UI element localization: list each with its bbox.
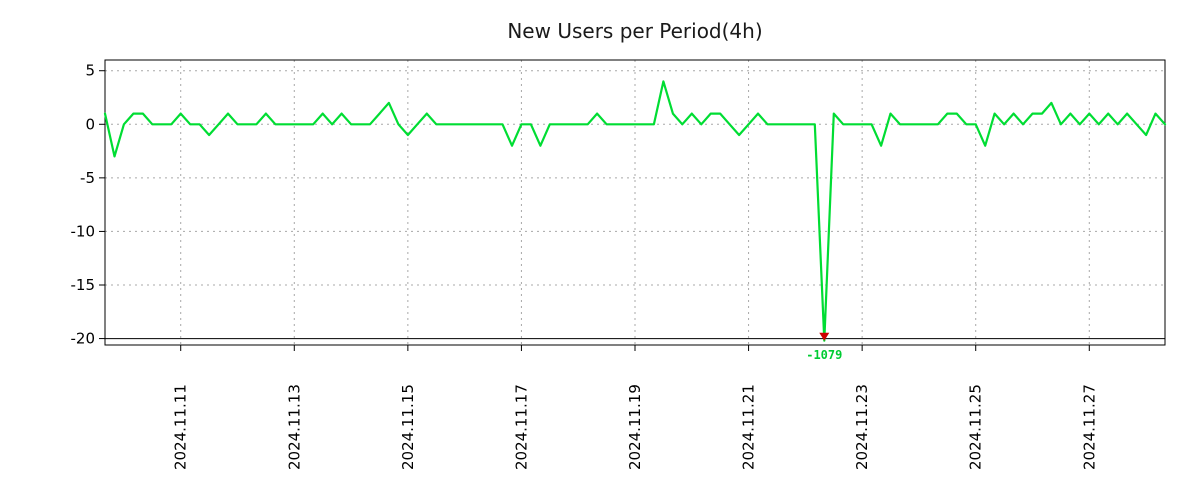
x-tick-label: 2024.11.23 (853, 384, 871, 470)
min-marker-icon (819, 332, 830, 341)
x-tick-label: 2024.11.13 (285, 384, 303, 470)
x-tick-label: 2024.11.19 (626, 384, 644, 470)
x-tick-label: 2024.11.17 (512, 384, 530, 470)
x-tick-label: 2024.11.25 (967, 384, 985, 470)
plot-area: 5 0 -5 -10 -15 -20 2024.11.11 2024.11.13 2024.11… (71, 59, 1167, 470)
y-tick-label: -10 (71, 222, 96, 240)
y-tick-label: -5 (80, 169, 95, 187)
chart-title: New Users per Period(4h) (507, 19, 762, 43)
x-tick-label: 2024.11.11 (172, 384, 190, 470)
y-tick-label: -20 (71, 330, 96, 348)
x-tick-label: 2024.11.15 (399, 384, 417, 470)
min-value-label: -1079 (806, 348, 842, 362)
series-line (103, 80, 1167, 342)
plot-border (104, 59, 1166, 346)
x-tick-label: 2024.11.21 (740, 384, 758, 470)
x-tick-label: 2024.11.27 (1080, 384, 1098, 470)
y-tick-label: 0 (85, 115, 95, 133)
y-tick-label: -15 (71, 276, 96, 294)
y-tick-label: 5 (85, 62, 95, 80)
